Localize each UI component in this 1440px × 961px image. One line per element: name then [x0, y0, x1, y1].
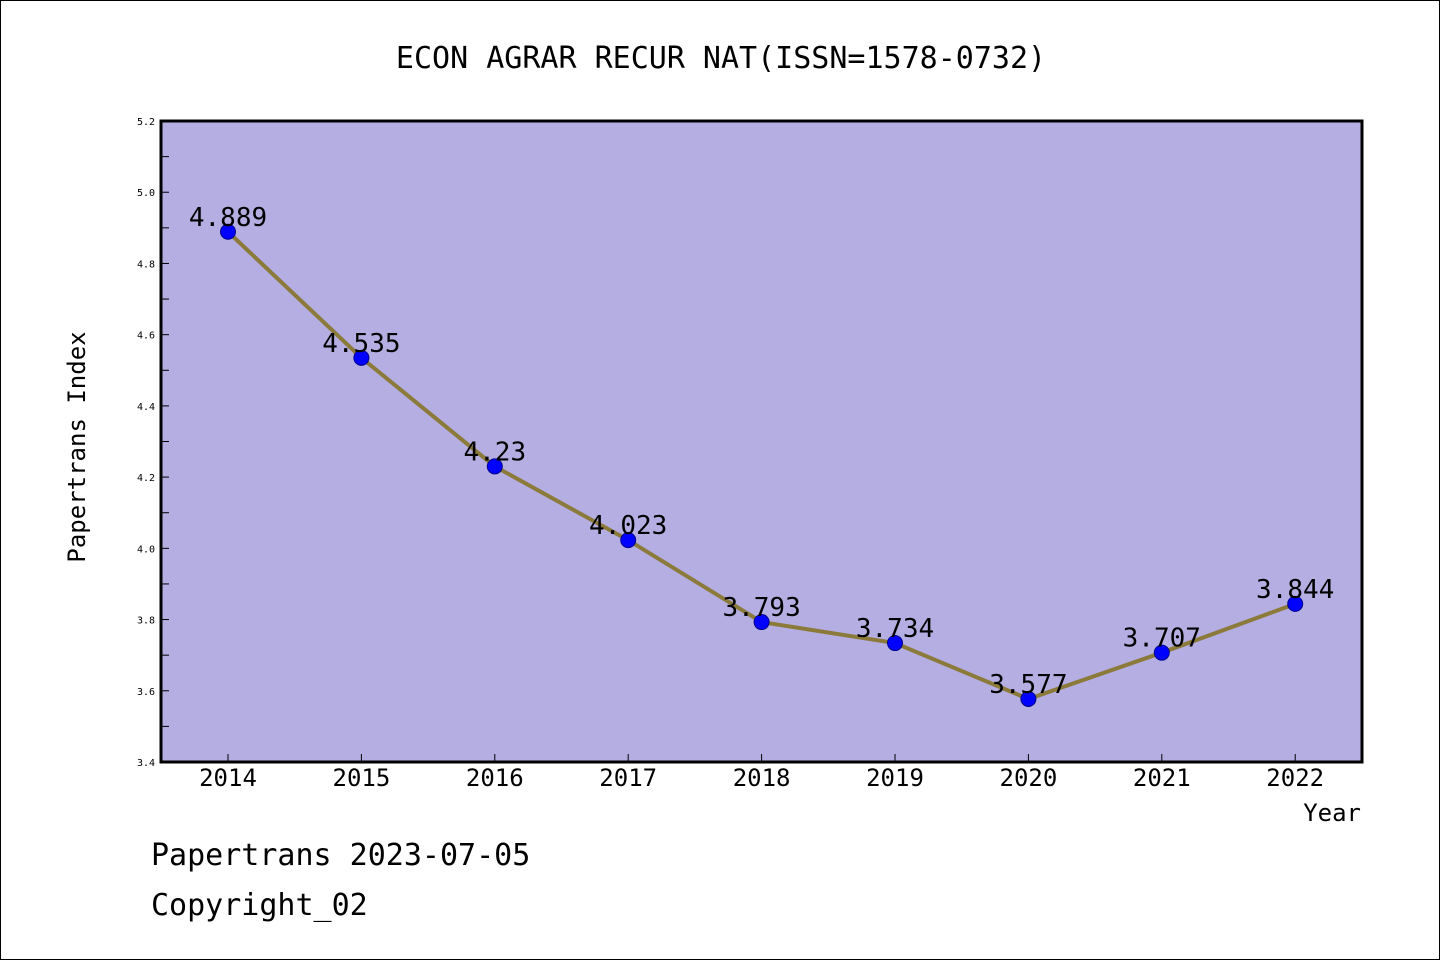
y-tick-label: 4.4: [137, 402, 155, 413]
data-point: [486, 458, 503, 475]
y-axis-label: Papertrans Index: [63, 331, 91, 562]
y-tick-label: 4.2: [137, 473, 155, 484]
data-label: 3.844: [1256, 575, 1334, 605]
y-tick-label: 3.4: [137, 758, 155, 769]
y-axis: 3.4 3.6 3.8 4.0 4.2 4.4 4.6 4.8 5.0 5.2: [137, 117, 169, 769]
data-point: [1020, 690, 1037, 707]
data-label: 3.577: [989, 670, 1067, 700]
x-tick-label: 2017: [599, 764, 657, 792]
y-tick-label: 3.6: [137, 687, 155, 698]
data-point: [887, 635, 903, 652]
x-tick-label: 2020: [1000, 764, 1058, 792]
data-label: 4.535: [322, 329, 400, 359]
x-tick-label: 2021: [1133, 764, 1191, 792]
data-point: [1153, 644, 1170, 661]
data-point: [753, 614, 770, 631]
data-point: [620, 532, 637, 549]
x-tick-label: 2018: [733, 764, 791, 792]
data-label: 3.734: [856, 614, 934, 644]
x-axis-label: Year: [1303, 799, 1361, 827]
x-tick-label: 2015: [333, 764, 391, 792]
data-point: [220, 223, 236, 240]
y-tick-label: 4.8: [137, 259, 155, 270]
x-tick-label: 2014: [199, 764, 257, 792]
data-point: [353, 349, 370, 366]
x-axis: 2014 2015 2016 2017 2018 2019 2020 2021 2022: [199, 754, 1324, 792]
y-tick-label: 4.6: [137, 331, 155, 342]
y-tick-label: 5.0: [137, 188, 155, 199]
footer-copyright: Copyright_02: [151, 888, 368, 923]
data-label: 3.793: [722, 593, 800, 623]
data-label: 4.889: [189, 203, 267, 233]
data-label: 4.23: [463, 437, 526, 467]
data-point: [1287, 595, 1304, 612]
series-layer: 4.889 4.535 4.23 4.023 3.793 3.734 3.577 3.707 3…: [189, 203, 1334, 707]
y-tick-label: 4.0: [137, 544, 155, 555]
x-tick-label: 2022: [1266, 764, 1324, 792]
chart-title: ECON AGRAR RECUR NAT(ISSN=1578-0732): [396, 41, 1046, 76]
data-label: 3.707: [1123, 624, 1201, 654]
data-label: 4.023: [589, 511, 667, 541]
x-tick-label: 2019: [866, 764, 924, 792]
x-tick-label: 2016: [466, 764, 524, 792]
y-tick-label: 3.8: [137, 616, 155, 627]
y-tick-label: 5.2: [137, 117, 155, 128]
footer-date: Papertrans 2023-07-05: [151, 838, 530, 873]
plot-area: [161, 121, 1362, 762]
plot-border: [159, 119, 1364, 764]
